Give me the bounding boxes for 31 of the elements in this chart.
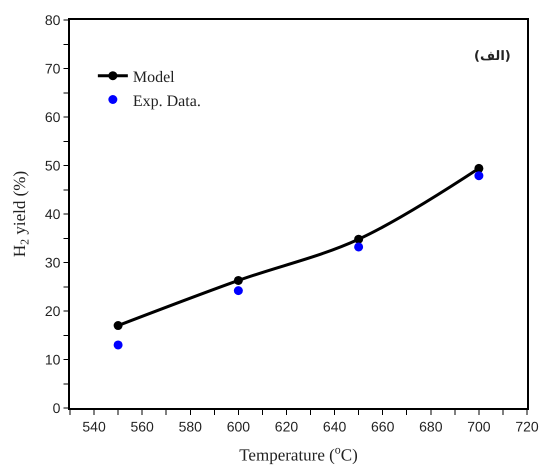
point [234, 276, 243, 285]
point [474, 171, 484, 180]
x-tick-label: 700 [467, 418, 491, 435]
x-tick-label: 680 [419, 418, 443, 435]
point [354, 242, 364, 252]
y-tick-label: 30 [44, 254, 61, 270]
y-tick-label: 40 [44, 206, 61, 222]
y-tick-label: 10 [44, 351, 61, 368]
x-tick-label: 720 [515, 418, 539, 435]
x-tick-label: 640 [322, 418, 346, 435]
point [474, 164, 484, 173]
y-tick-label: 70 [44, 60, 61, 76]
y-tick-label: 80 [44, 12, 61, 28]
x-tick-label: 600 [226, 418, 250, 435]
legend-label: Exp. Data. [132, 92, 201, 110]
y-tick-label: 0 [52, 400, 61, 416]
y-tick-label: 60 [44, 108, 61, 125]
x-tick-label: 660 [371, 418, 395, 435]
x-tick-label: 540 [82, 418, 106, 435]
annotation: (الف) [474, 49, 511, 64]
x-tick-label: 560 [130, 418, 154, 435]
point [234, 286, 243, 296]
y-tick-label: 50 [44, 157, 61, 174]
y-tick-label: 20 [44, 302, 61, 319]
x-tick-label: 620 [274, 418, 298, 435]
point [354, 234, 364, 244]
point [114, 321, 123, 330]
point [114, 340, 123, 350]
x-tick-label: 580 [178, 418, 202, 435]
x-axis-title: Temperature ($^{o}$C) [239, 442, 358, 464]
legend-label: Model [132, 68, 176, 86]
